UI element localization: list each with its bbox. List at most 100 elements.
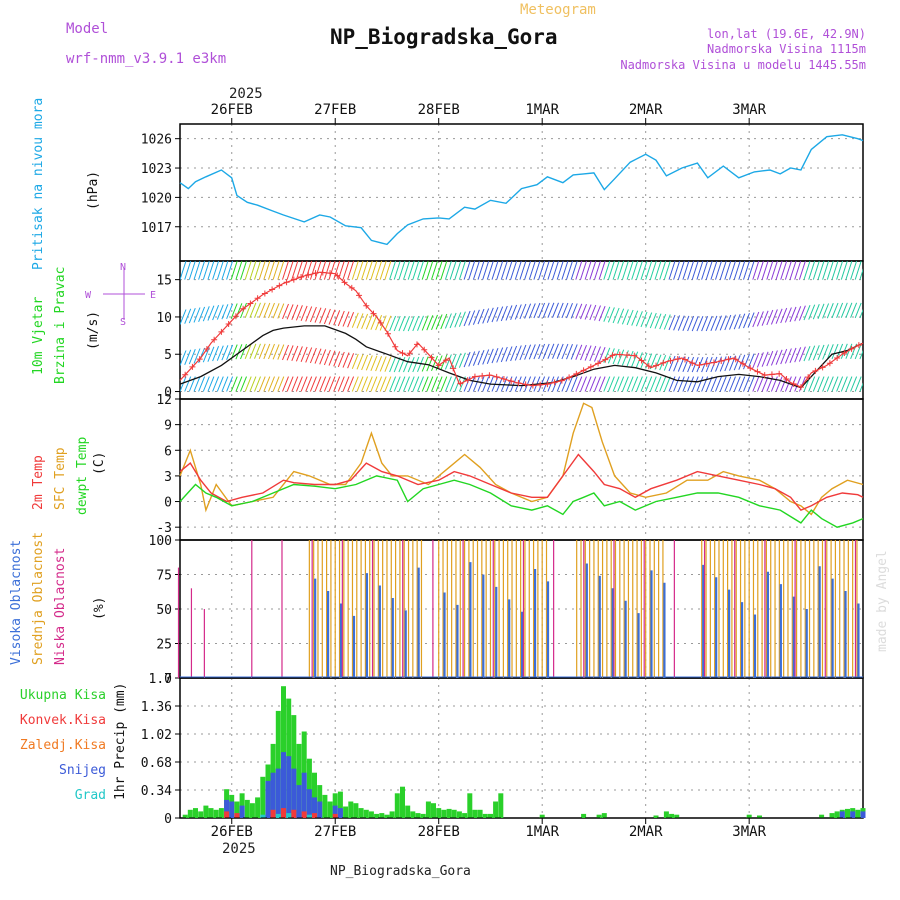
wind-barb: [268, 261, 275, 280]
wind-barb: [263, 261, 271, 280]
wind-barb: [300, 346, 308, 362]
wind-barb: [323, 376, 331, 392]
wind-speed-marker: [558, 377, 565, 384]
wind-barb: [458, 261, 466, 280]
wind-barb: [249, 302, 257, 318]
precip-total-bar: [663, 811, 669, 818]
wind-speed-marker: [739, 360, 746, 367]
wind-barb: [412, 376, 420, 392]
wind-barb: [440, 313, 448, 330]
precip-total-bar: [456, 811, 462, 818]
wind-barb: [180, 350, 187, 366]
ytick-label-0-0: 1017: [141, 221, 172, 236]
precip-snow-bar: [275, 768, 281, 818]
wind-barb: [240, 261, 247, 280]
wind-barb: [691, 261, 699, 280]
wind-barb: [379, 376, 387, 392]
x-label-top-3: 1MAR: [525, 102, 559, 118]
wind-barb: [701, 316, 709, 332]
wind-barb: [519, 344, 527, 361]
wind-barb: [519, 303, 527, 320]
wind-barb: [351, 376, 359, 392]
wind-barb: [342, 376, 350, 392]
temp-label-sfc: SFC Temp: [53, 447, 68, 510]
wind-barb: [528, 344, 536, 360]
wind-barb: [826, 261, 834, 280]
ytick-label-0-2: 1023: [141, 162, 172, 177]
wind-speed-marker: [667, 357, 674, 364]
footer-title: NP_Biogradska_Gora: [330, 864, 471, 879]
precip-snow-bar: [281, 752, 286, 818]
wind-speed-marker: [783, 376, 790, 383]
wind-barb: [403, 376, 410, 392]
wind-barb: [687, 315, 695, 332]
ytick-label-4-2: 0.68: [141, 756, 172, 771]
wind-barb: [803, 305, 811, 321]
wind-speed-marker: [370, 310, 377, 317]
wind-barb: [528, 261, 536, 280]
wind-barb: [780, 261, 788, 280]
wind-barb: [472, 376, 480, 392]
cloud-unit: (%): [92, 597, 107, 620]
wind-speed-marker: [551, 379, 558, 386]
precip-total-bar: [601, 813, 607, 818]
wind-barb: [337, 261, 345, 280]
wind-barb: [295, 261, 303, 280]
wind-barb: [617, 261, 625, 280]
wind-barb: [803, 346, 811, 362]
wind-barb: [393, 315, 401, 332]
wind-barb: [407, 357, 415, 373]
wind-barb: [291, 304, 299, 320]
ytick-label-2-5: 12: [156, 393, 172, 408]
wind-barb: [477, 350, 485, 366]
wind-barb: [733, 261, 741, 280]
wind-barb: [580, 376, 587, 392]
wind-barb: [752, 261, 760, 280]
meteogram-label: Meteogram: [520, 2, 596, 18]
wind-barb: [542, 261, 550, 280]
wind-barb: [361, 313, 369, 329]
wind-barb: [240, 376, 247, 392]
wind-speed-marker: [356, 292, 363, 299]
wind-barb: [784, 307, 792, 323]
wind-barb: [654, 261, 662, 280]
wind-barbs: [180, 261, 863, 392]
wind-barb: [440, 376, 448, 392]
wind-barb: [309, 376, 317, 392]
precip-total-bar: [394, 793, 400, 818]
wind-barb: [524, 303, 532, 319]
wind-speed-marker: [819, 364, 826, 371]
wind-barb: [216, 261, 224, 280]
wind-barb: [831, 302, 839, 319]
precip-total-bar: [845, 808, 850, 818]
wind-barb: [547, 343, 555, 359]
wind-barb: [486, 261, 494, 280]
wind-barb: [733, 376, 741, 392]
wind-barb: [514, 345, 522, 361]
precip-total-bar: [198, 811, 204, 818]
wind-barb: [626, 350, 634, 367]
wind-barb: [747, 353, 755, 369]
wind-barb: [314, 348, 322, 364]
wind-speed-marker: [537, 381, 544, 388]
wind-speed-marker: [500, 376, 507, 383]
wind-speed-marker: [225, 321, 232, 328]
wind-barb: [212, 305, 220, 321]
wind-barb: [337, 351, 345, 368]
precip-total-bar: [374, 813, 380, 818]
wind-barb: [859, 382, 863, 392]
precip-label-frz: Zaledj.Kisa: [20, 738, 106, 753]
station-title: NP_Biogradska_Gora: [330, 25, 558, 49]
model-name: wrf-nmm_v3.9.1 e3km: [66, 51, 226, 67]
wind-barb: [682, 315, 690, 331]
precip-conv-bar: [234, 813, 240, 818]
wind-barb: [547, 376, 555, 392]
wind-barb: [533, 261, 541, 280]
wind-speed-marker: [399, 350, 406, 357]
precip-total-bar: [255, 797, 261, 818]
wind-barb: [393, 376, 401, 392]
wind-barb: [305, 376, 313, 392]
wind-barb: [612, 261, 620, 280]
wind-speed-marker: [232, 313, 239, 320]
wind-barb: [850, 261, 858, 280]
